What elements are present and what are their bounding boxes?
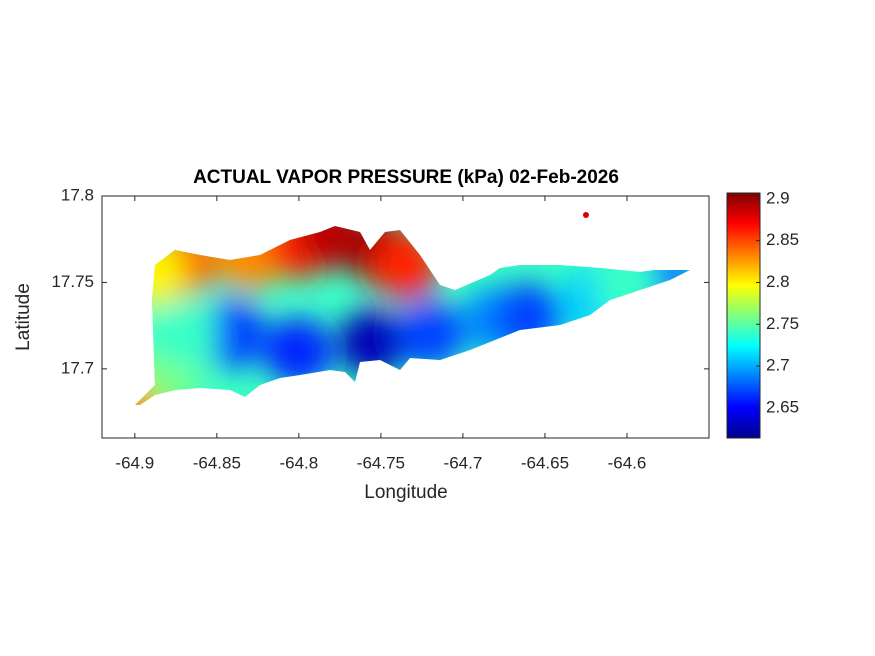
colorbar-tick-label: 2.65 xyxy=(766,397,799,416)
colorbar-tick-label: 2.85 xyxy=(766,230,799,249)
x-tick-label: -64.7 xyxy=(444,453,483,472)
field-blob xyxy=(199,300,268,369)
colorbar xyxy=(726,192,761,439)
islet xyxy=(582,212,589,219)
x-tick-label: -64.6 xyxy=(608,453,647,472)
y-axis-label: Latitude xyxy=(13,283,34,351)
x-tick-label: -64.85 xyxy=(193,453,241,472)
field-blob xyxy=(264,317,333,386)
field-blob xyxy=(396,300,465,369)
x-tick-label: -64.9 xyxy=(115,453,154,472)
x-axis-label: Longitude xyxy=(364,482,447,503)
y-tick-label: 17.75 xyxy=(51,272,94,291)
x-tick-label: -64.65 xyxy=(521,453,569,472)
x-tick-label: -64.75 xyxy=(357,453,405,472)
colorbar-tick-label: 2.7 xyxy=(766,356,790,375)
field-blob xyxy=(150,300,219,369)
colorbar-tick-label: 2.8 xyxy=(766,272,790,291)
colorbar-tick-label: 2.75 xyxy=(766,314,799,333)
colorbar-tick-label: 2.9 xyxy=(766,188,790,207)
chart-title: ACTUAL VAPOR PRESSURE (kPa) 02-Feb-2026 xyxy=(193,167,619,188)
y-tick-label: 17.8 xyxy=(61,185,94,204)
field-blob xyxy=(338,308,407,377)
y-tick-label: 17.7 xyxy=(61,358,94,377)
x-tick-label: -64.8 xyxy=(279,453,318,472)
islets xyxy=(582,212,589,219)
